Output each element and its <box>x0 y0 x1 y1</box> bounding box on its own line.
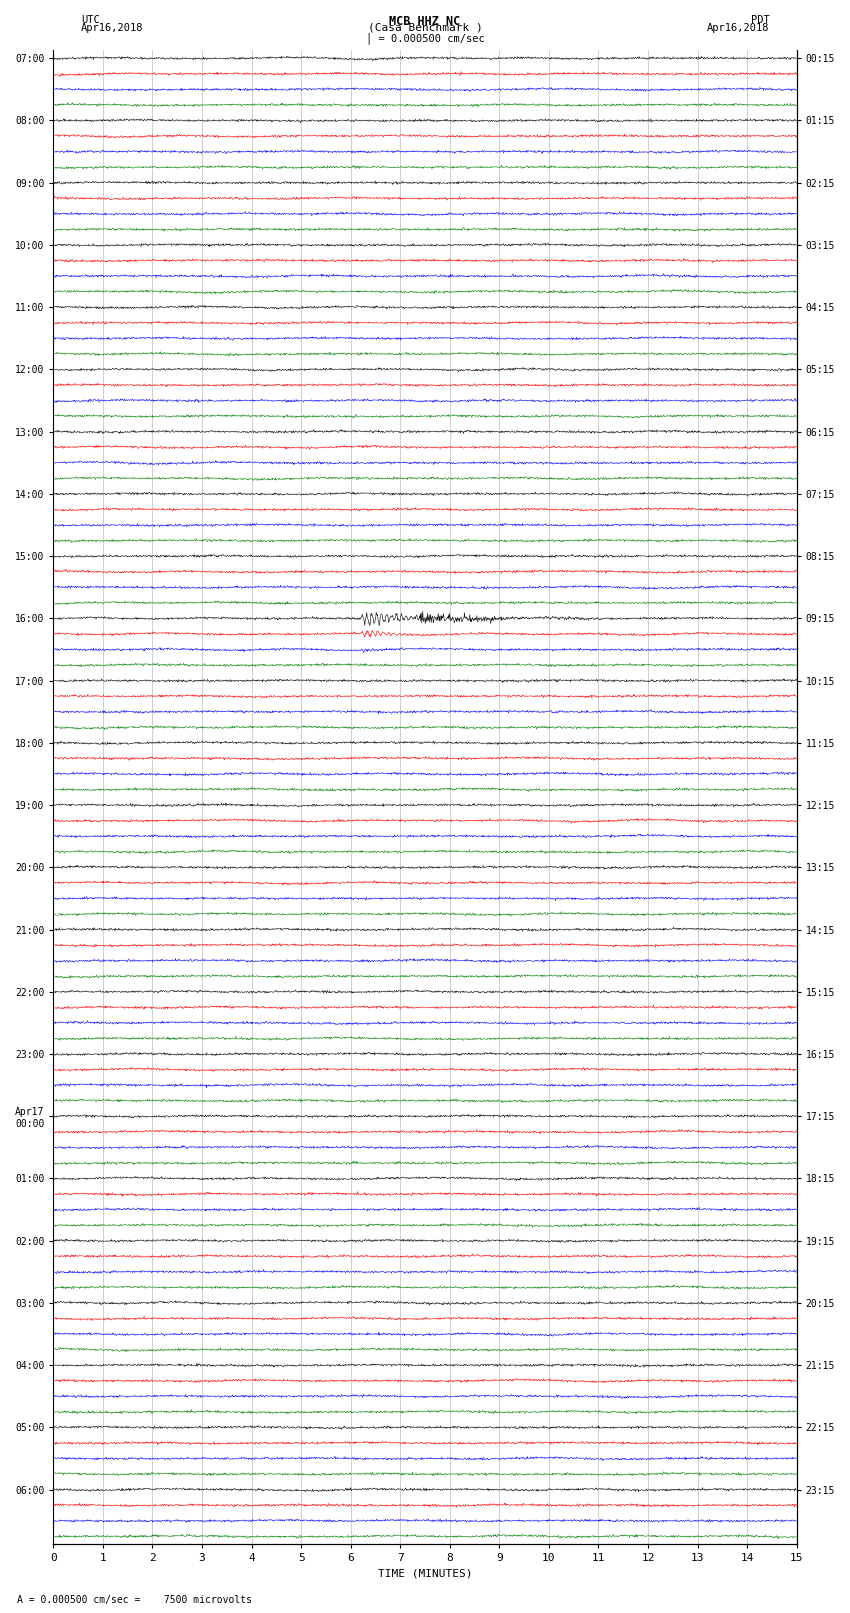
Text: A = 0.000500 cm/sec =    7500 microvolts: A = 0.000500 cm/sec = 7500 microvolts <box>17 1595 252 1605</box>
Text: Apr16,2018: Apr16,2018 <box>706 23 769 32</box>
Text: Apr16,2018: Apr16,2018 <box>81 23 144 32</box>
X-axis label: TIME (MINUTES): TIME (MINUTES) <box>377 1569 473 1579</box>
Text: (Casa Benchmark ): (Casa Benchmark ) <box>367 23 483 32</box>
Text: MCB HHZ NC: MCB HHZ NC <box>389 15 461 27</box>
Text: PDT: PDT <box>751 15 769 24</box>
Text: UTC: UTC <box>81 15 99 24</box>
Text: │ = 0.000500 cm/sec: │ = 0.000500 cm/sec <box>366 32 484 44</box>
